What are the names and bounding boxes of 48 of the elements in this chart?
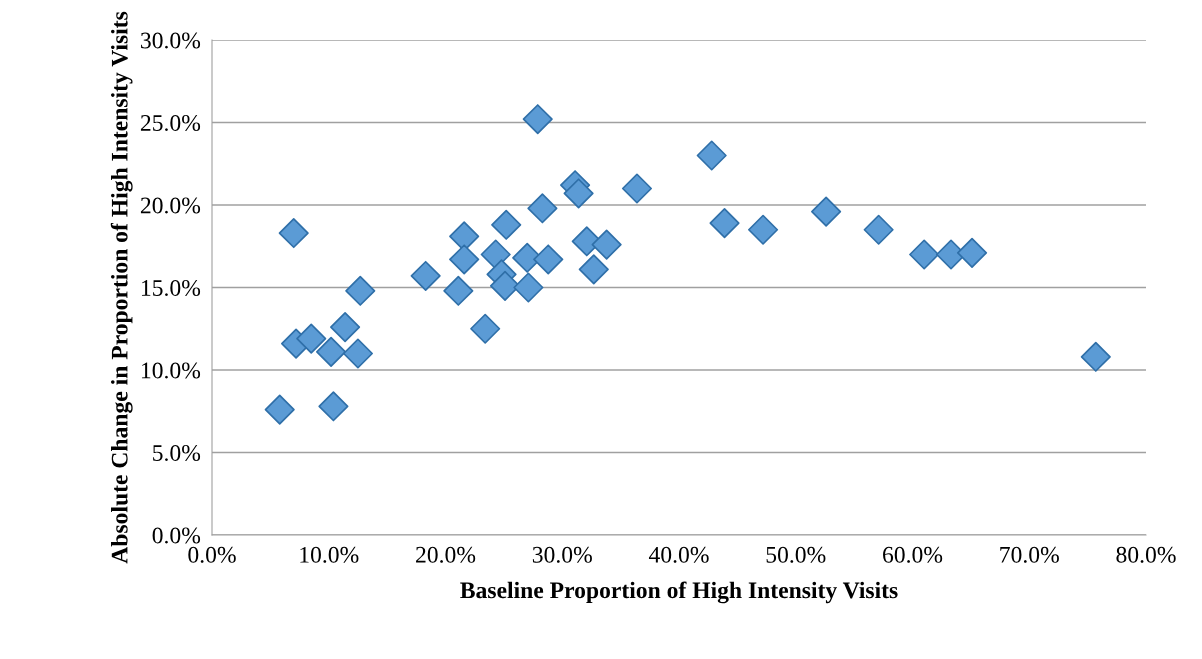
- point: [527, 193, 558, 224]
- point: [956, 237, 988, 268]
- point: [342, 338, 374, 369]
- point: [330, 312, 361, 343]
- point: [410, 260, 441, 292]
- x-tick-label: 10.0%: [300, 546, 359, 563]
- y-tick-label: 20.0%: [140, 197, 201, 214]
- y-axis-title: Absolute Change in Proportion of High Intensity Visits: [110, 11, 133, 564]
- point: [533, 244, 564, 275]
- point: [491, 209, 522, 240]
- x-tick-label: 50.0%: [766, 546, 826, 563]
- point: [318, 391, 349, 422]
- point: [296, 323, 327, 354]
- y-tick-label: 25.0%: [140, 114, 201, 132]
- x-axis-title: Baseline Proportion of High Intensity Visits: [460, 581, 898, 604]
- point: [449, 244, 480, 275]
- x-tick-label: 30.0%: [532, 546, 592, 563]
- x-tick-label: 80.0%: [1116, 546, 1176, 563]
- point: [513, 272, 544, 303]
- point: [316, 336, 347, 367]
- point: [591, 229, 622, 260]
- y-tick-label: 0.0%: [152, 527, 201, 544]
- point: [480, 239, 511, 270]
- point: [1080, 341, 1111, 372]
- point: [696, 140, 727, 171]
- point: [709, 208, 740, 239]
- point: [563, 178, 594, 209]
- point: [863, 214, 894, 245]
- x-tick-label: 40.0%: [648, 546, 709, 563]
- y-tick-label: 5.0%: [153, 444, 201, 462]
- point: [264, 394, 295, 425]
- y-tick-label: 10.0%: [141, 362, 201, 379]
- x-tick-label: 60.0%: [883, 546, 943, 563]
- x-tick-label: 0.0%: [188, 546, 236, 563]
- point: [278, 217, 309, 249]
- x-tick-label: 20.0%: [416, 546, 476, 563]
- y-tick-label: 30.0%: [141, 32, 201, 49]
- point: [578, 254, 609, 285]
- x-tick-label: 70.0%: [1000, 546, 1059, 563]
- point: [909, 239, 940, 270]
- point: [811, 196, 842, 227]
- point: [345, 275, 376, 306]
- point: [443, 275, 474, 306]
- point: [621, 173, 653, 204]
- point: [747, 214, 779, 245]
- y-tick-label: 15.0%: [141, 279, 201, 297]
- point: [522, 104, 553, 135]
- point: [470, 313, 501, 344]
